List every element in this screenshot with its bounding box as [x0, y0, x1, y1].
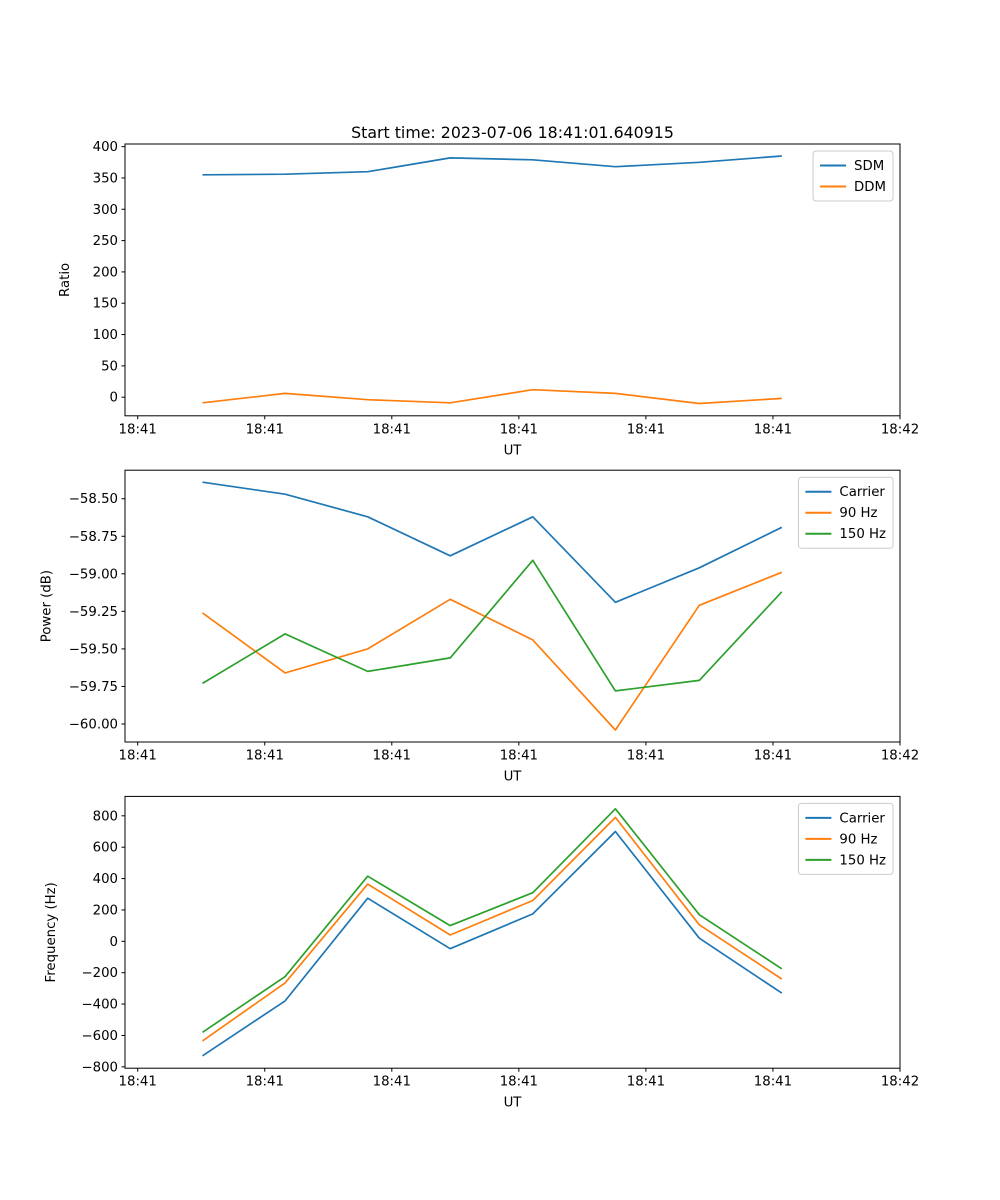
carrier-line [202, 481, 783, 604]
charts-root: 18:41 18:41 18:41 18:41 18:41 18:41 18:42 UT 400… [40, 140, 920, 1111]
x-tick-label: 18:41 [500, 1075, 538, 1090]
y-tick-label: 150 [93, 297, 118, 312]
y-tick-label: 50 [101, 359, 118, 374]
y-tick-label: 800 [93, 809, 118, 824]
x-tick-label: 18:41 [373, 1075, 411, 1090]
legend-label: DDM [854, 180, 886, 195]
y-tick-label: −59.75 [69, 680, 118, 695]
x-tick-label: 18:42 [881, 422, 919, 437]
chart-0: 18:41 18:41 18:41 18:41 18:41 18:41 18:42 UT 400… [58, 140, 919, 458]
legend: Carrier 90 Hz 150 Hz [797, 476, 894, 549]
x-axis: 18:41 18:41 18:41 18:41 18:41 18:41 18:42 UT [119, 415, 919, 458]
legend-frame [797, 802, 894, 875]
y-tick-label: −58.75 [69, 530, 118, 545]
x-tick-label: 18:41 [119, 749, 157, 764]
y-axis-label: Frequency (Hz) [44, 882, 59, 982]
y-tick-label: 250 [93, 234, 118, 249]
y-tick-label: 300 [93, 203, 118, 218]
y-tick-label: 600 [93, 841, 118, 856]
y-axis: −58.50 −58.75 −59.00 −59.25 −59.50 −59.75 −60.… [40, 492, 125, 732]
x-tick-label: 18:41 [246, 422, 284, 437]
legend: SDM DDM [812, 150, 894, 202]
x-axis: 18:41 18:41 18:41 18:41 18:41 18:41 18:42 UT [119, 742, 919, 785]
y-axis: 400 350 300 250 200 150 100 50 0 Ratio [58, 140, 125, 406]
x-axis-label: UT [504, 1096, 523, 1111]
y-axis: 800 600 400 200 0 −200 −400 −600 −800 Frequency (… [44, 809, 125, 1075]
legend-label: 90 Hz [839, 506, 877, 521]
chart-title: Start time: 2023-07-06 18:41:01.640915 [351, 123, 674, 142]
x-tick-label: 18:41 [754, 749, 792, 764]
y-tick-label: 400 [93, 872, 118, 887]
x-tick-label: 18:41 [373, 749, 411, 764]
x-tick-label: 18:41 [754, 1075, 792, 1090]
y-axis-label: Ratio [58, 263, 73, 297]
x-tick-label: 18:41 [246, 749, 284, 764]
plot-lines [202, 155, 782, 405]
y-tick-label: 0 [110, 391, 118, 406]
x-tick-label: 18:41 [627, 422, 665, 437]
y-tick-label: −600 [81, 1029, 118, 1044]
x-tick-label: 18:42 [881, 1075, 919, 1090]
y-tick-label: −200 [81, 966, 118, 981]
y-axis-label: Power (dB) [40, 570, 55, 642]
x-tick-label: 18:41 [246, 1075, 284, 1090]
carrier-line [202, 830, 783, 1057]
x-tick-label: 18:41 [627, 749, 665, 764]
y-tick-label: 100 [93, 328, 118, 343]
y-tick-label: 350 [93, 171, 118, 186]
x-tick-label: 18:41 [119, 1075, 157, 1090]
y-tick-label: 200 [93, 265, 118, 280]
x-tick-label: 18:41 [754, 422, 792, 437]
legend-frame [797, 476, 894, 549]
legend-label: 150 Hz [839, 853, 886, 868]
y-tick-label: −60.00 [69, 717, 118, 732]
y-tick-label: −59.25 [69, 605, 118, 620]
legend-label: 90 Hz [839, 832, 877, 847]
90-hz-line [202, 816, 783, 1042]
90-hz-line [202, 571, 783, 731]
x-tick-label: 18:41 [119, 422, 157, 437]
ddm-line [202, 388, 782, 405]
x-tick-label: 18:41 [500, 422, 538, 437]
y-tick-label: 200 [93, 903, 118, 918]
legend-frame [812, 150, 894, 202]
axes-frame [124, 795, 901, 1069]
x-tick-label: 18:41 [627, 1075, 665, 1090]
axes-frame [124, 469, 901, 743]
x-tick-label: 18:41 [500, 749, 538, 764]
y-tick-label: −400 [81, 998, 118, 1013]
chart-2: 18:41 18:41 18:41 18:41 18:41 18:41 18:42 UT 800… [44, 795, 919, 1111]
chart-1: 18:41 18:41 18:41 18:41 18:41 18:41 18:42 UT −58… [40, 469, 919, 785]
plot-lines [202, 807, 783, 1057]
x-tick-label: 18:41 [373, 422, 411, 437]
y-tick-label: −800 [81, 1060, 118, 1075]
axes-frame [124, 143, 901, 417]
legend-label: Carrier [839, 811, 885, 826]
x-axis-label: UT [504, 770, 523, 785]
legend: Carrier 90 Hz 150 Hz [797, 802, 894, 875]
y-tick-label: 400 [93, 140, 118, 155]
plot-lines [202, 481, 783, 731]
y-tick-label: −59.00 [69, 567, 118, 582]
150-hz-line [202, 559, 783, 692]
x-axis: 18:41 18:41 18:41 18:41 18:41 18:41 18:42 UT [119, 1068, 919, 1111]
legend-label: Carrier [839, 485, 885, 500]
legend-label: SDM [854, 159, 884, 174]
y-tick-label: 0 [110, 935, 118, 950]
sdm-line [202, 155, 782, 176]
y-tick-label: −59.50 [69, 642, 118, 657]
x-axis-label: UT [504, 443, 523, 458]
150-hz-line [202, 807, 783, 1034]
x-tick-label: 18:42 [881, 749, 919, 764]
legend-label: 150 Hz [839, 527, 886, 542]
y-tick-label: −58.50 [69, 492, 118, 507]
